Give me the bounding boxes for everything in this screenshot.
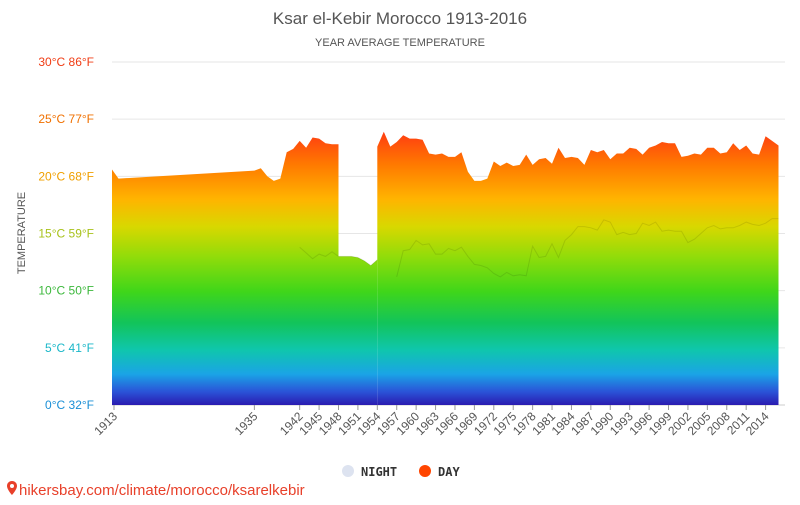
legend-item-day[interactable]: DAY: [419, 465, 460, 479]
night-series-line: [299, 246, 378, 267]
y-axis-label: TEMPERATURE: [16, 192, 28, 274]
y-tick-label: 5°C 41°F: [45, 341, 94, 355]
y-tick-label: 0°C 32°F: [45, 398, 94, 412]
legend-day-label: DAY: [438, 465, 460, 479]
night-series-line: [396, 218, 779, 278]
watermark-text: hikersbay.com/climate/morocco/ksarelkebi…: [19, 482, 305, 499]
y-tick-label: 30°C 86°F: [38, 55, 94, 69]
footer-watermark[interactable]: hikersbay.com/climate/morocco/ksarelkebi…: [7, 481, 305, 499]
y-tick-label: 20°C 68°F: [38, 169, 94, 183]
chart-subtitle: YEAR AVERAGE TEMPERATURE: [315, 37, 485, 49]
legend-night-label: NIGHT: [361, 465, 397, 479]
x-tick-labels: 1913 1935 19421945194819511954195719601963…: [91, 405, 772, 438]
x-tick-label: 1913: [91, 409, 120, 438]
legend-day-marker: [419, 465, 431, 477]
chart-title: Ksar el-Kebir Morocco 1913-2016: [273, 9, 527, 28]
x-tick-label: 1935: [232, 409, 261, 438]
legend: NIGHT DAY: [342, 465, 460, 479]
night-area: [396, 218, 779, 405]
y-tick-label: 25°C 77°F: [38, 112, 94, 126]
y-tick-labels: 0°C 32°F 5°C 41°F 10°C 50°F 15°C 59°F 20°C 6…: [38, 55, 94, 412]
day-area: [112, 137, 339, 405]
y-tick-label: 15°C 59°F: [38, 227, 94, 241]
legend-night-marker: [342, 465, 354, 477]
legend-item-night[interactable]: NIGHT: [342, 465, 397, 479]
x-tick-label: 2014: [743, 409, 772, 438]
map-pin-icon: [7, 481, 17, 495]
plot-areas: [112, 131, 779, 405]
night-area: [299, 247, 378, 405]
y-tick-label: 10°C 50°F: [38, 284, 94, 298]
